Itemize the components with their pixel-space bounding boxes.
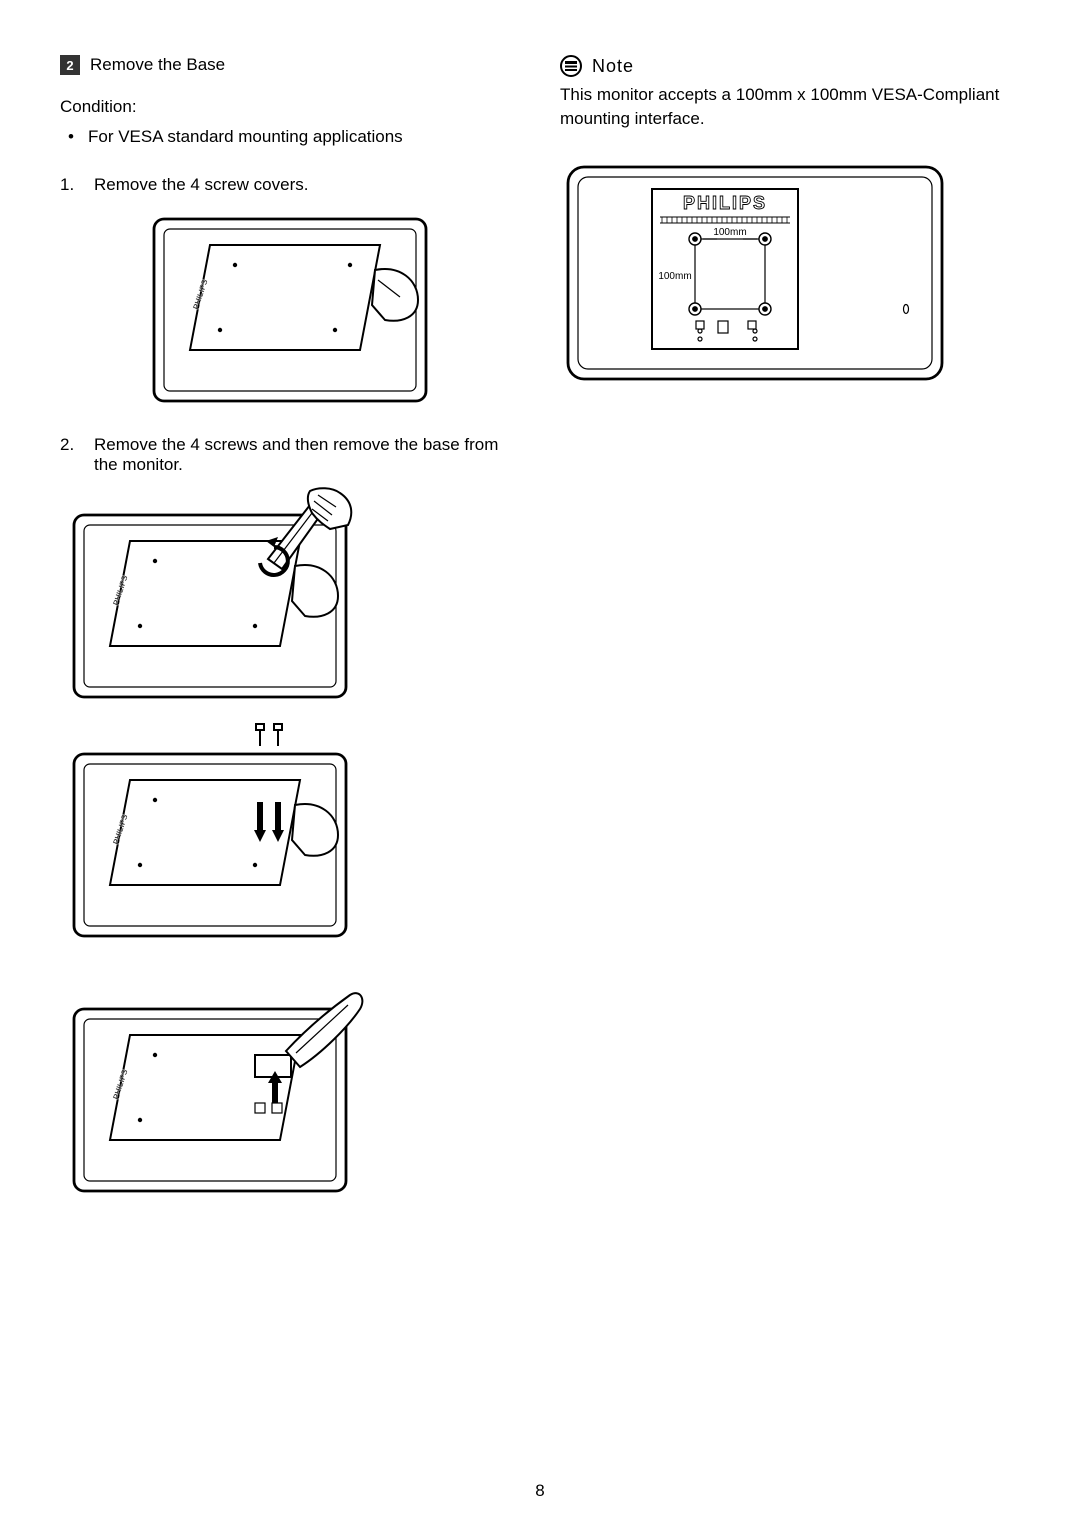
step-text: Remove the 4 screw covers. — [94, 175, 520, 195]
figure-unscrew-with-hand: PHILIPS — [60, 485, 370, 720]
figure-screws-removed: PHILIPS — [60, 720, 370, 955]
step-index: 2. — [60, 435, 82, 475]
section-heading: 2 Remove the Base — [60, 55, 520, 75]
page-number: 8 — [0, 1481, 1080, 1501]
section-title: Remove the Base — [90, 55, 225, 75]
svg-text:100mm: 100mm — [713, 227, 746, 238]
instruction-step: 2. Remove the 4 screws and then remove t… — [60, 435, 520, 1205]
note-text: This monitor accepts a 100mm x 100mm VES… — [560, 83, 1020, 131]
condition-label: Condition: — [60, 97, 520, 117]
step-index: 1. — [60, 175, 82, 195]
note-icon — [560, 55, 582, 77]
instruction-step: 1. Remove the 4 screw covers. — [60, 175, 520, 415]
figure-remove-screw-covers: PHILIPS — [140, 205, 440, 415]
condition-list: For VESA standard mounting applications — [60, 127, 520, 147]
note-label: Note — [592, 56, 634, 77]
figure-vesa-mount: PHILIPS — [560, 159, 950, 387]
step-text: Remove the 4 screws and then remove the … — [94, 435, 520, 475]
note-heading: Note — [560, 55, 1020, 77]
step-number-badge: 2 — [60, 55, 80, 75]
condition-item: For VESA standard mounting applications — [88, 127, 520, 147]
svg-text:100mm: 100mm — [658, 271, 691, 282]
figure-remove-base-arm: PHILIPS — [60, 955, 370, 1205]
svg-text:PHILIPS: PHILIPS — [683, 193, 767, 213]
